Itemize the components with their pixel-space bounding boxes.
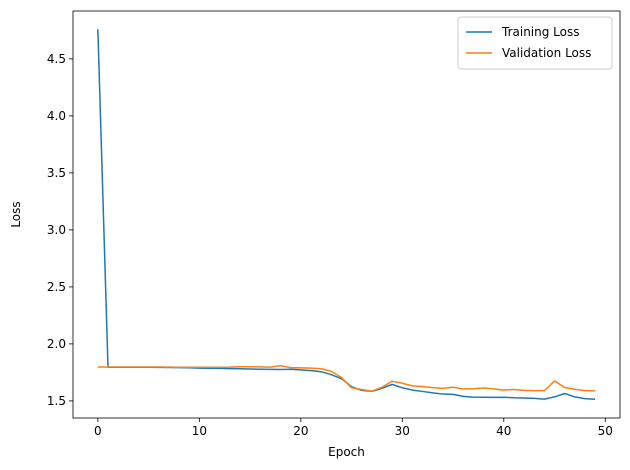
x-tick-label: 50: [598, 424, 613, 438]
series-line-training-loss: [97, 29, 596, 400]
x-tick-label: 0: [94, 424, 102, 438]
y-tick-label: 2.0: [47, 337, 66, 351]
x-tick-label: 30: [395, 424, 410, 438]
y-axis: 1.5 2.0 2.5 3.0 3.5 4.0 4.5: [47, 52, 73, 408]
x-tick-label: 40: [496, 424, 511, 438]
y-tick-label: 1.5: [47, 394, 66, 408]
x-axis: 0 10 20 30 40 50: [94, 418, 613, 438]
legend-label: Validation Loss: [502, 46, 591, 60]
legend-box: [457, 16, 613, 70]
y-tick-label: 4.5: [47, 52, 66, 66]
legend: Training Loss Validation Loss: [457, 16, 613, 70]
x-tick-label: 20: [293, 424, 308, 438]
y-tick-label: 2.5: [47, 280, 66, 294]
y-axis-label: Loss: [9, 201, 23, 227]
series-line-validation-loss: [97, 365, 596, 392]
series-lines: [97, 29, 596, 400]
plot-area-frame: [72, 10, 621, 419]
y-tick-label: 3.5: [47, 166, 66, 180]
y-tick-label: 3.0: [47, 223, 66, 237]
x-tick-label: 10: [192, 424, 207, 438]
legend-label: Training Loss: [501, 25, 579, 39]
y-tick-label: 4.0: [47, 109, 66, 123]
x-axis-label: Epoch: [328, 445, 365, 459]
